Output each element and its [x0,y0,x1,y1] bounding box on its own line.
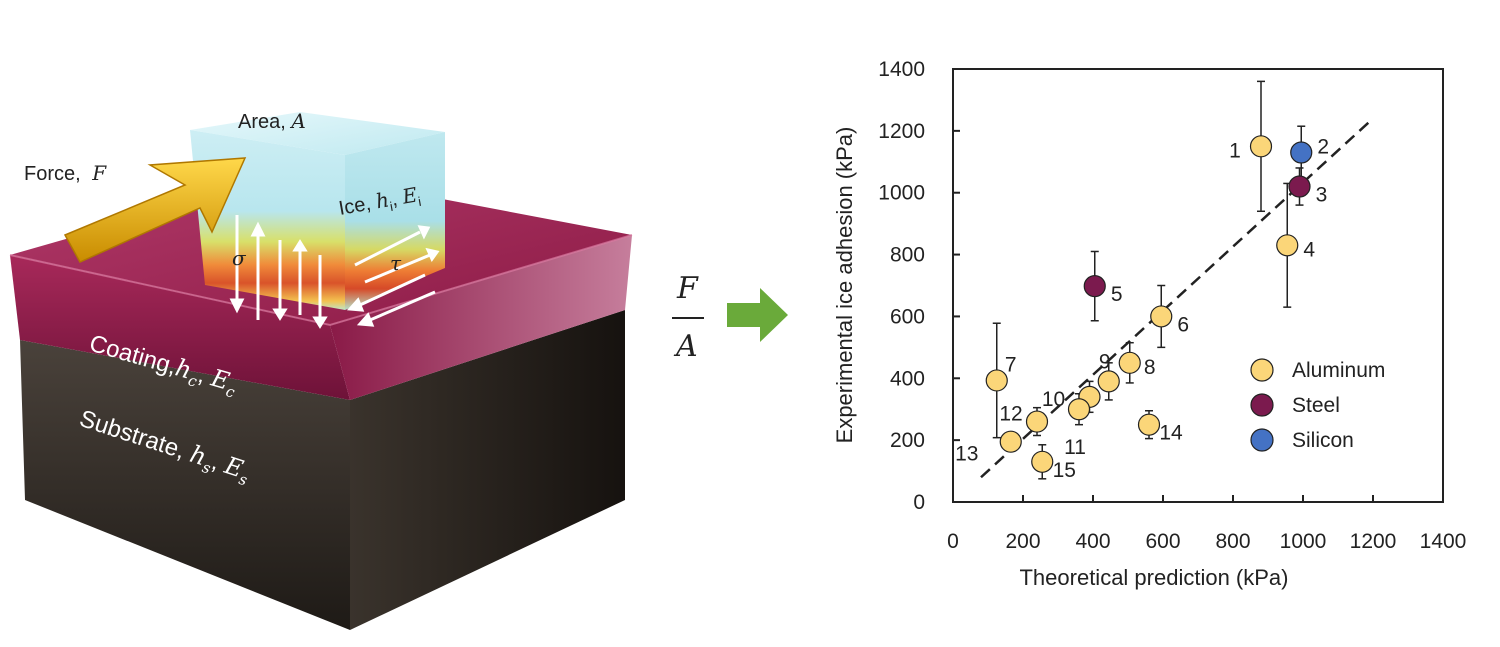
x-tick-label: 1400 [1420,530,1467,553]
ice-label: Ice, hi, Ei [337,182,423,223]
data-point [1097,370,1120,393]
ice-cube [190,112,445,310]
y-tick-label: 800 [890,244,925,267]
tau-label: τ [390,251,402,275]
area-label: Area, A [238,109,306,133]
legend-marker [1250,428,1274,452]
legend-marker [1250,358,1274,382]
x-tick-label: 1000 [1280,530,1327,553]
x-tick-label: 200 [1005,530,1040,553]
y-tick-label: 200 [890,429,925,452]
x-tick-label: 400 [1075,530,1110,553]
point-label: 11 [1064,436,1086,459]
x-tick-label: 600 [1145,530,1180,553]
point-label: 13 [955,443,978,466]
point-label: 3 [1316,184,1328,207]
y-tick-label: 0 [913,491,925,514]
data-point [1276,234,1299,257]
substrate-block [20,310,625,630]
y-tick-label: 400 [890,367,925,390]
y-tick-label: 1000 [878,182,925,205]
point-label: 1 [1229,139,1241,162]
plot-frame [952,68,1444,503]
point-label: 2 [1317,136,1329,159]
point-label: 4 [1303,238,1315,261]
legend-label: Steel [1292,394,1340,417]
data-point [1137,413,1161,436]
point-label: 9 [1099,350,1111,373]
point-label: 6 [1177,313,1189,336]
data-point [985,369,1008,392]
data-point [1150,305,1173,328]
x-tick-label: 800 [1215,530,1250,553]
y-tick-label: 1400 [878,58,925,81]
data-point [1025,410,1049,433]
y-tick-label: 600 [890,305,925,328]
point-label: 8 [1144,356,1156,379]
data-point [999,430,1022,453]
x-tick-label: 1200 [1350,530,1397,553]
data-point [1118,351,1141,374]
green-arrow-icon [727,288,788,342]
scatter-chart: 0 200 400 600 800 1000 1200 1400 0 200 400 600 800 10… [832,58,1467,590]
point-label: 14 [1159,422,1183,445]
x-tick-label: 0 [947,530,959,553]
data-point [1249,135,1273,158]
fit-line [980,117,1374,479]
force-arrow [63,157,247,263]
legend-marker [1250,393,1274,417]
shear-stress-arrows [346,225,440,327]
x-axis-title: Theoretical prediction (kPa) [1019,565,1288,590]
data-point [1031,450,1054,473]
sigma-label: σ [232,246,247,270]
y-axis-title: Experimental ice adhesion (kPa) [832,127,857,444]
point-label: 10 [1042,388,1065,411]
data-point [1290,141,1313,164]
normal-stress-arrows [229,215,328,329]
force-label: Force, F [24,161,107,185]
point-label: 15 [1053,459,1076,482]
data-point [1288,175,1311,198]
legend-label: Aluminum [1292,359,1385,382]
legend-label: Silicon [1292,429,1354,452]
ice-adhesion-illustration: Area, A Force, F Ice, hi, Ei σ τ Coating… [9,109,633,630]
data-point [1083,275,1106,298]
data-point [1067,398,1091,421]
y-tick-label: 1200 [878,120,925,143]
point-label: 12 [999,403,1022,426]
point-label: 7 [1005,353,1017,376]
point-label: 5 [1111,283,1123,306]
